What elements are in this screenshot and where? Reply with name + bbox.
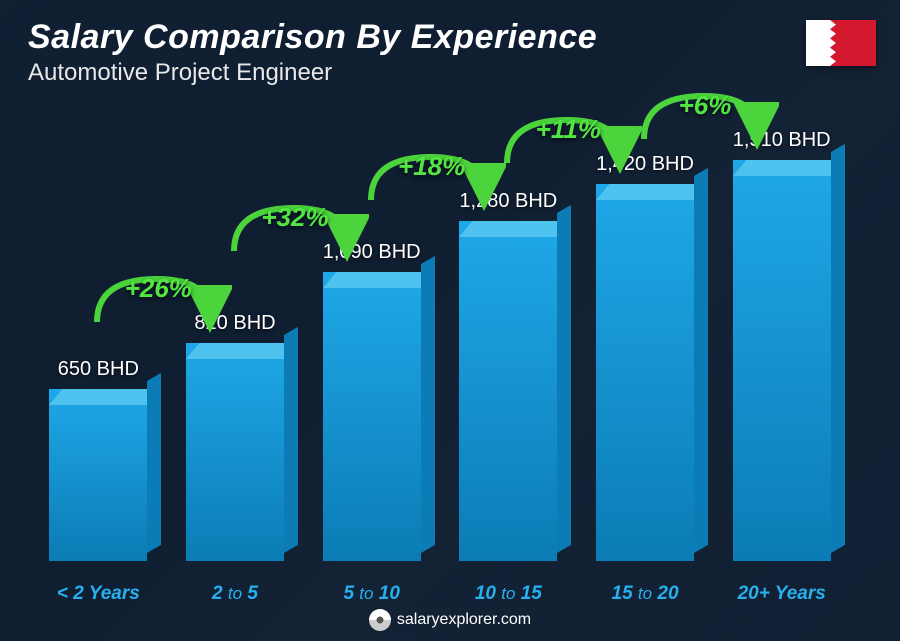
logo-icon xyxy=(369,609,391,631)
xaxis-label: 10 to 15 xyxy=(440,583,577,605)
bar-value-label: 820 BHD xyxy=(194,312,275,335)
bar-group: 650 BHD xyxy=(30,110,167,561)
xaxis-label: < 2 Years xyxy=(30,583,167,605)
bar-group: 1,510 BHD xyxy=(713,110,850,561)
xaxis-label: 5 to 10 xyxy=(303,583,440,605)
xaxis-label: 20+ Years xyxy=(713,583,850,605)
chart-title: Salary Comparison By Experience xyxy=(28,18,597,57)
bar-value-label: 1,420 BHD xyxy=(596,153,694,176)
bar-value-label: 650 BHD xyxy=(58,358,139,381)
chart-header: Salary Comparison By Experience Automoti… xyxy=(28,18,597,87)
bar-group: 1,420 BHD xyxy=(577,110,714,561)
footer: salaryexplorer.com xyxy=(0,609,900,631)
footer-site: salaryexplorer.com xyxy=(397,611,531,629)
bar-value-label: 1,510 BHD xyxy=(733,129,831,152)
flag-icon xyxy=(806,20,876,66)
xaxis-label: 2 to 5 xyxy=(167,583,304,605)
bar xyxy=(733,160,831,561)
bar-value-label: 1,280 BHD xyxy=(459,190,557,213)
bar-group: 1,090 BHD xyxy=(303,110,440,561)
bar xyxy=(49,389,147,561)
xaxis: < 2 Years2 to 55 to 1010 to 1515 to 2020… xyxy=(30,583,850,605)
bar-group: 820 BHD xyxy=(167,110,304,561)
chart-subtitle: Automotive Project Engineer xyxy=(28,59,597,87)
bar xyxy=(186,343,284,561)
bar xyxy=(596,184,694,561)
bar xyxy=(459,221,557,561)
bar-value-label: 1,090 BHD xyxy=(323,241,421,264)
bar-group: 1,280 BHD xyxy=(440,110,577,561)
bar-chart: 650 BHD 820 BHD 1,090 BHD 1,280 BHD 1,42 xyxy=(30,110,850,561)
xaxis-label: 15 to 20 xyxy=(577,583,714,605)
bar xyxy=(323,272,421,561)
